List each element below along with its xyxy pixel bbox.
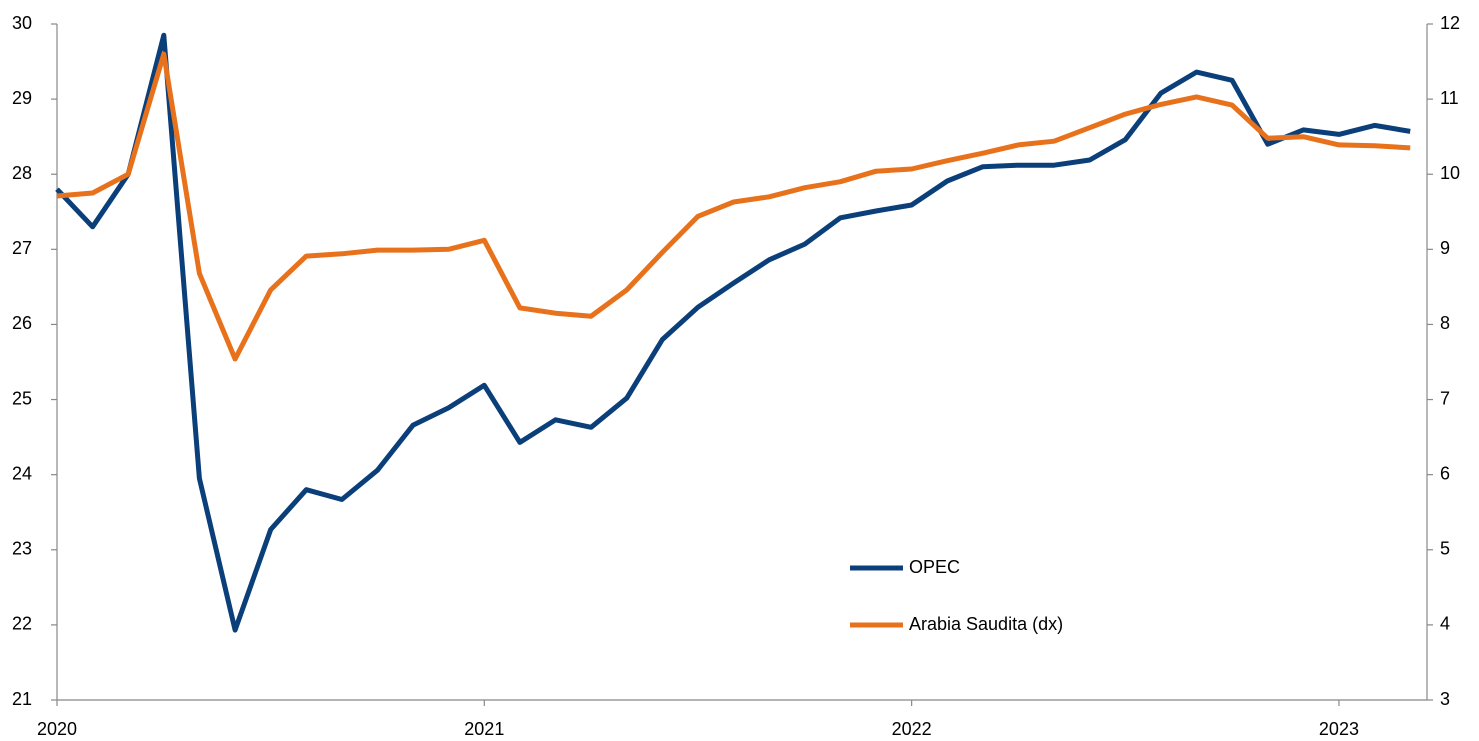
y2-tick-label: 5	[1440, 539, 1450, 559]
x-tick-label: 2022	[892, 719, 932, 739]
y-tick-label: 21	[12, 689, 32, 709]
y2-tick-label: 10	[1440, 163, 1460, 183]
y-tick-label: 24	[12, 463, 32, 483]
series-line	[55, 32, 1411, 633]
y-tick-label: 23	[12, 539, 32, 559]
y2-tick-label: 4	[1440, 614, 1450, 634]
y2-tick-label: 7	[1440, 388, 1450, 408]
legend-label: OPEC	[909, 557, 960, 577]
y-tick-label: 28	[12, 163, 32, 183]
y2-tick-label: 3	[1440, 689, 1450, 709]
y-tick-label: 26	[12, 313, 32, 333]
y-tick-label: 29	[12, 88, 32, 108]
x-tick-label: 2023	[1319, 719, 1359, 739]
y2-tick-label: 8	[1440, 313, 1450, 333]
y-tick-label: 30	[12, 13, 32, 33]
y2-tick-label: 6	[1440, 463, 1450, 483]
x-tick-label: 2020	[37, 719, 77, 739]
legend-label: Arabia Saudita (dx)	[909, 614, 1063, 634]
y2-tick-label: 12	[1440, 13, 1460, 33]
x-tick-label: 2021	[464, 719, 504, 739]
y2-tick-label: 9	[1440, 238, 1450, 258]
y2-tick-label: 11	[1440, 88, 1459, 108]
y-tick-label: 27	[12, 238, 32, 258]
series-line	[56, 51, 1411, 362]
y-tick-label: 25	[12, 388, 32, 408]
y-tick-label: 22	[12, 614, 32, 634]
